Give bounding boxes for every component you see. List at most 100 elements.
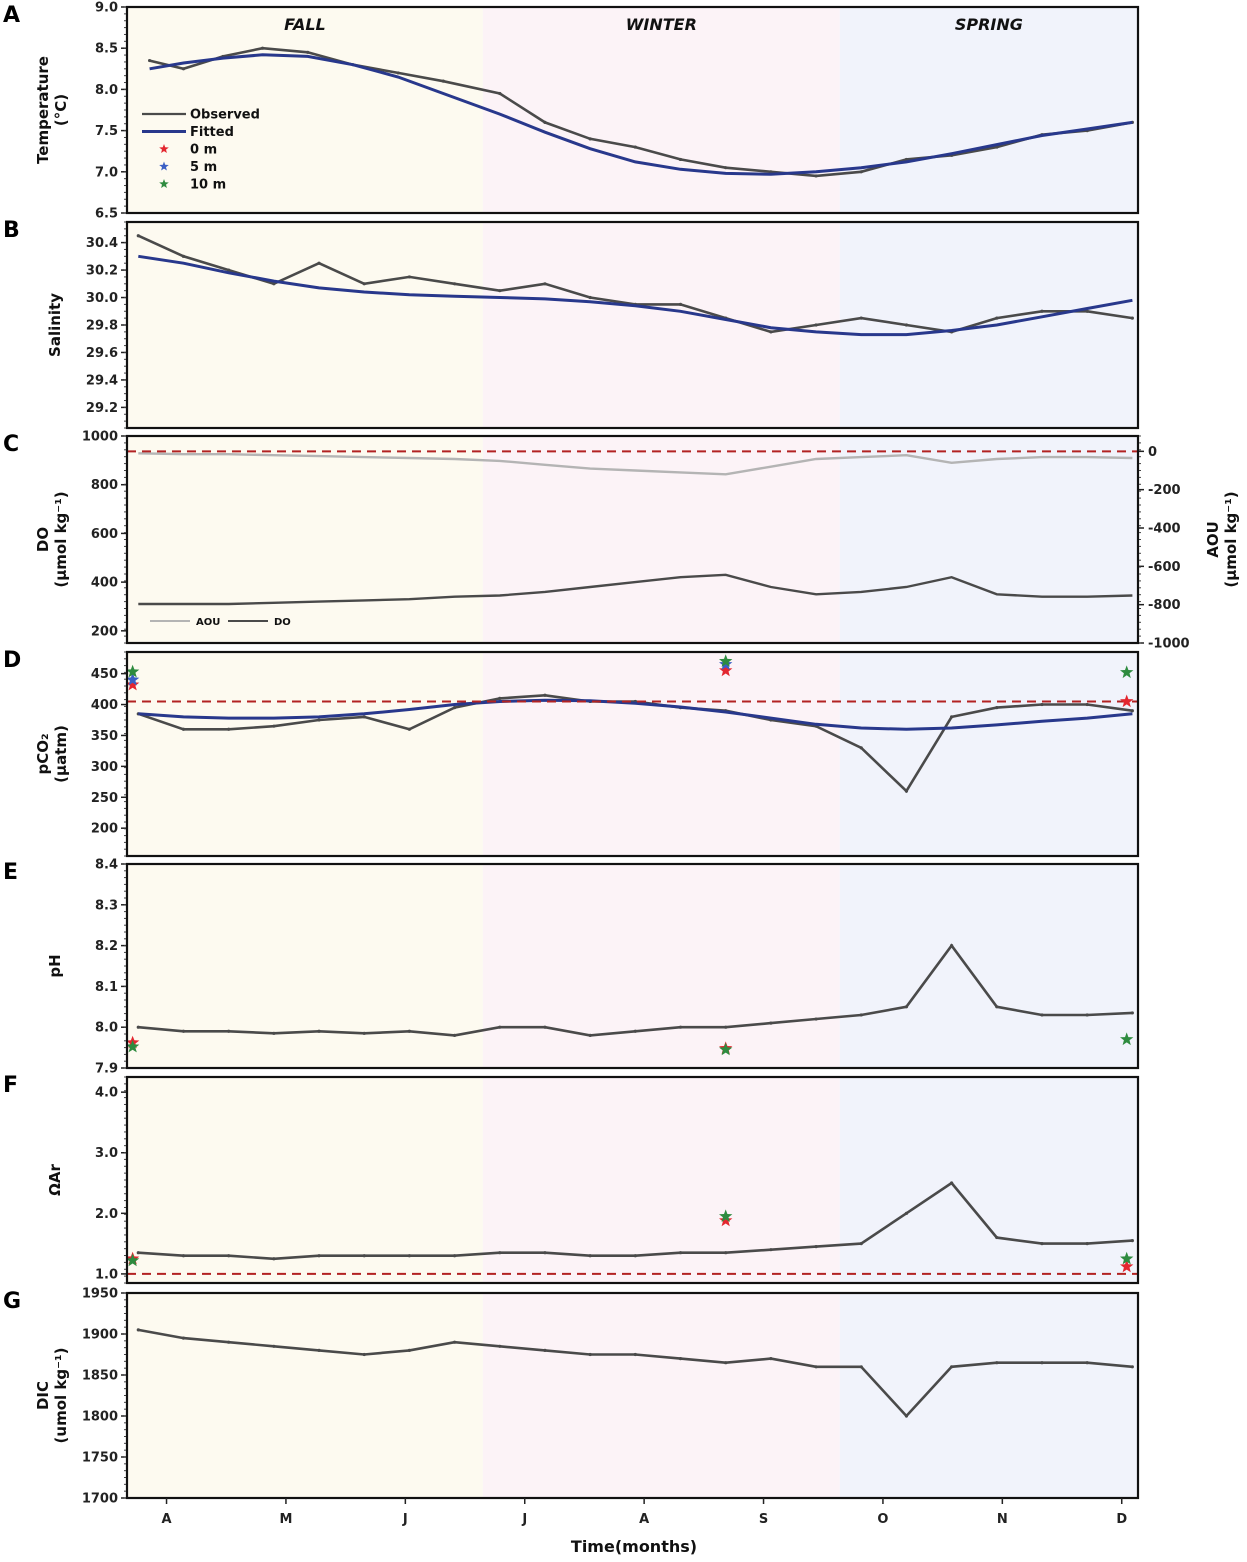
panel-F: 1.0 2.0 3.0 4.0 ΩAr F bbox=[3, 1073, 1140, 1285]
observed-point bbox=[814, 1365, 818, 1369]
observed-point bbox=[678, 1025, 683, 1029]
observed-point bbox=[633, 1254, 637, 1258]
observed-point bbox=[633, 1029, 637, 1033]
series-do bbox=[138, 573, 1133, 606]
observed-point bbox=[181, 254, 186, 258]
observed-point bbox=[904, 1005, 909, 1009]
y-tick-label: 800 bbox=[91, 478, 118, 493]
y-tick-label: 7.0 bbox=[95, 165, 118, 180]
y-tick-label: 1700 bbox=[82, 1492, 118, 1507]
x-tick-label: J bbox=[521, 1512, 527, 1527]
observed-point bbox=[396, 71, 400, 75]
season-band-fall bbox=[127, 436, 483, 643]
season-label-fall: FALL bbox=[284, 15, 326, 34]
sample-star-10m bbox=[719, 1042, 733, 1056]
observed-point bbox=[272, 1344, 276, 1348]
y-axis-title-B: Salinity bbox=[46, 293, 64, 357]
observed-point bbox=[317, 261, 321, 265]
y-axis-title-C: DO(µmol kg⁻¹) bbox=[34, 491, 70, 587]
y-right-tick-label: -800 bbox=[1148, 598, 1181, 613]
observed-point bbox=[678, 302, 683, 306]
y-tick-label: 450 bbox=[91, 667, 118, 682]
panel-letter: D bbox=[3, 648, 21, 673]
legend-label: 10 m bbox=[190, 178, 226, 193]
y-axis-title-line: (umol kg⁻¹) bbox=[52, 1348, 70, 1444]
season-band-winter bbox=[482, 864, 840, 1068]
observed-point bbox=[904, 789, 909, 793]
observed-point bbox=[769, 1357, 773, 1361]
season-backgrounds bbox=[127, 7, 1138, 1498]
sample-star-0m bbox=[719, 663, 733, 677]
season-label-winter: WINTER bbox=[626, 15, 697, 34]
series-aou bbox=[138, 452, 1133, 476]
observed-point bbox=[136, 234, 140, 238]
observed-point bbox=[147, 58, 152, 63]
plot-frame-F bbox=[125, 1075, 1140, 1285]
observed-point bbox=[678, 1357, 683, 1361]
observed-point bbox=[543, 120, 547, 124]
panel-letter: E bbox=[3, 860, 18, 885]
season-band-spring bbox=[839, 1077, 1138, 1283]
observed-point bbox=[904, 1211, 909, 1215]
y-tick-label: 8.0 bbox=[95, 83, 118, 98]
observed-point bbox=[407, 275, 412, 279]
y-tick-label: 29.4 bbox=[86, 373, 118, 388]
observed-point bbox=[995, 1005, 999, 1009]
sample-star-10m bbox=[126, 664, 140, 678]
y-axis-title-line: (°C) bbox=[52, 94, 70, 126]
plot-frame-G bbox=[125, 1291, 1140, 1500]
y-axis-right-title-line: (µmol kg⁻¹) bbox=[1222, 491, 1240, 587]
observed-point bbox=[498, 289, 502, 293]
y-tick-label: 7.5 bbox=[95, 124, 118, 139]
season-band-winter bbox=[482, 1293, 840, 1498]
y-axis-title-line: ΩAr bbox=[46, 1164, 64, 1196]
observed-point bbox=[452, 1254, 457, 1258]
observed-point bbox=[181, 727, 186, 731]
observed-point bbox=[136, 1025, 140, 1029]
sample-star-10m bbox=[1120, 665, 1134, 679]
season-band-fall bbox=[127, 652, 483, 856]
legend-label: Fitted bbox=[190, 125, 234, 140]
observed-point bbox=[950, 715, 954, 719]
y-tick-label: 600 bbox=[91, 527, 118, 542]
observed-point bbox=[543, 1348, 547, 1352]
series-fitted bbox=[138, 698, 1133, 731]
plot-frame-E bbox=[125, 862, 1140, 1070]
y-axis-E: 7.9 8.0 8.1 8.2 8.3 8.4 bbox=[95, 858, 127, 1077]
season-band-spring bbox=[839, 652, 1138, 856]
observed-point bbox=[498, 1025, 502, 1029]
observed-point bbox=[317, 1029, 321, 1033]
y-tick-label: 30.4 bbox=[86, 236, 118, 251]
observed-point bbox=[859, 746, 863, 750]
x-tick-label: A bbox=[639, 1512, 649, 1527]
observed-point bbox=[407, 1254, 412, 1258]
observed-point bbox=[588, 1033, 592, 1037]
legend-star bbox=[159, 161, 169, 171]
season-band-winter bbox=[482, 652, 840, 856]
sample-star-10m bbox=[1120, 1032, 1134, 1046]
y-tick-label: 8.2 bbox=[95, 939, 118, 954]
y-axis-title-line: DO bbox=[34, 527, 52, 552]
observed-point bbox=[588, 137, 592, 141]
y-tick-label: 1000 bbox=[82, 430, 118, 445]
observed-point bbox=[181, 1254, 186, 1258]
y-axis-C: 200 400 600 800 1000 bbox=[82, 430, 127, 644]
observed-point bbox=[543, 282, 547, 286]
observed-point bbox=[859, 1013, 863, 1017]
observed-point bbox=[859, 1365, 863, 1369]
observed-point bbox=[498, 91, 502, 96]
legend-star bbox=[159, 144, 169, 153]
legend-A: Observed Fitted 0 m 5 m 10 m bbox=[142, 108, 260, 193]
observed-point bbox=[498, 696, 502, 700]
sample-star-10m bbox=[719, 654, 733, 667]
sample-star-10m bbox=[126, 1253, 140, 1267]
plot-frame-D bbox=[125, 650, 1140, 858]
observed-point bbox=[950, 1181, 954, 1185]
observed-point bbox=[995, 706, 999, 710]
y-right-tick-label: 0 bbox=[1148, 445, 1157, 460]
y-right-tick-label: -1000 bbox=[1148, 637, 1190, 652]
observed-point bbox=[1040, 1013, 1044, 1017]
observed-point bbox=[724, 1361, 728, 1365]
observed-point bbox=[362, 1352, 366, 1357]
